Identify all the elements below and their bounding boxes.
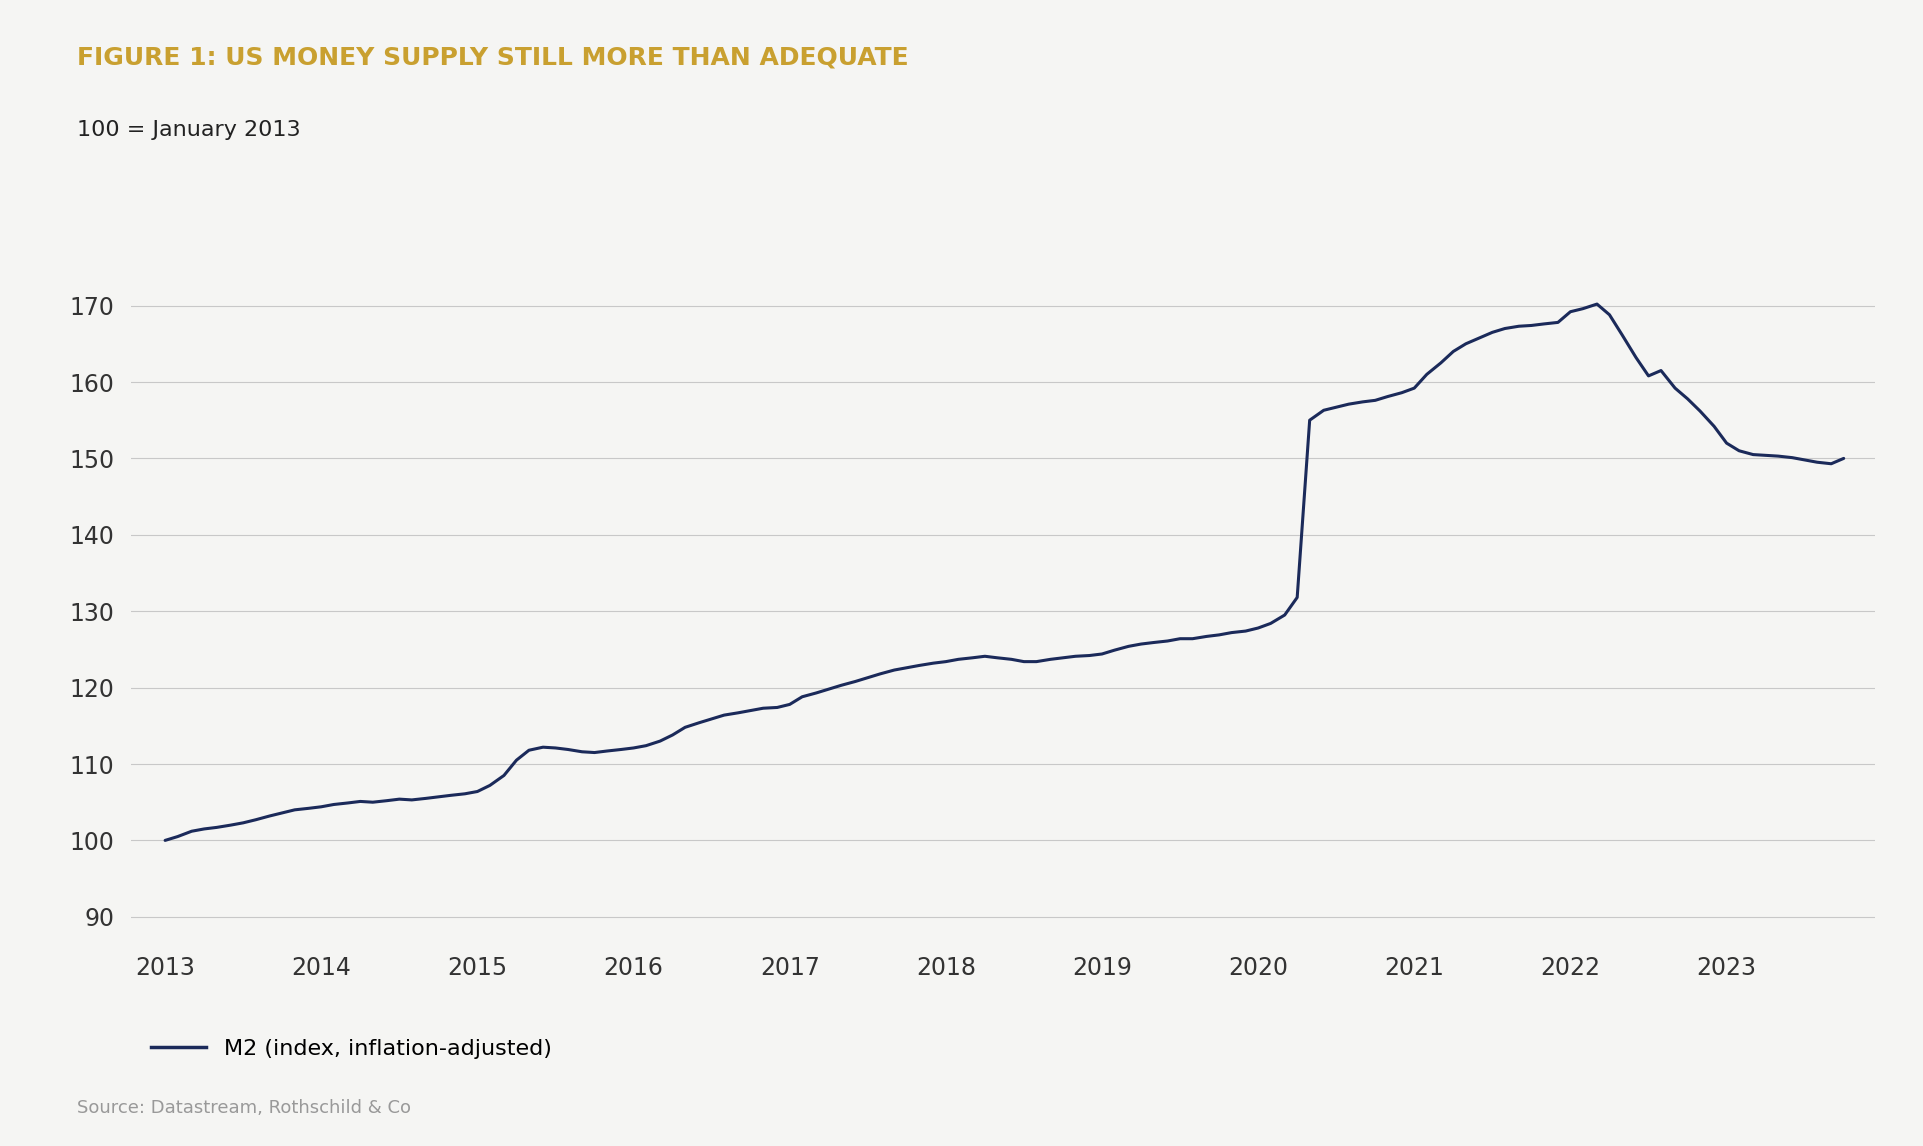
Text: Source: Datastream, Rothschild & Co: Source: Datastream, Rothschild & Co <box>77 1099 412 1117</box>
Text: FIGURE 1: US MONEY SUPPLY STILL MORE THAN ADEQUATE: FIGURE 1: US MONEY SUPPLY STILL MORE THA… <box>77 46 908 70</box>
Text: 100 = January 2013: 100 = January 2013 <box>77 120 300 140</box>
Legend: M2 (index, inflation-adjusted): M2 (index, inflation-adjusted) <box>142 1030 562 1068</box>
